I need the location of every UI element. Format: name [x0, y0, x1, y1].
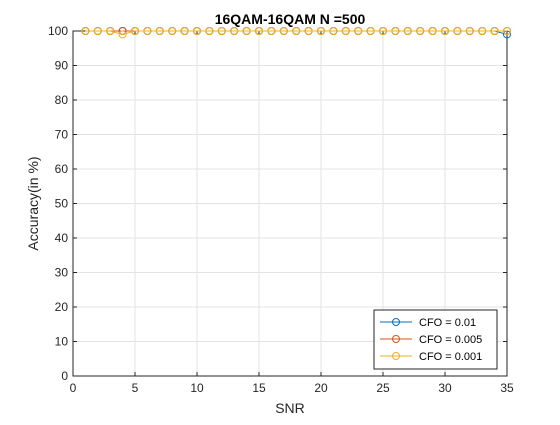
legend-marker	[392, 318, 400, 326]
data-point	[180, 27, 189, 35]
legend-marker	[392, 352, 400, 360]
x-tick-label: 35	[500, 381, 514, 395]
data-point	[428, 27, 437, 35]
x-tick-label: 15	[252, 381, 266, 395]
series-line	[85, 30, 507, 35]
data-point	[453, 27, 462, 35]
legend-item: CFO = 0.01	[380, 317, 476, 329]
legend-label: CFO = 0.005	[419, 334, 482, 346]
data-point	[230, 27, 239, 35]
y-tick-label: 90	[55, 59, 69, 73]
data-point	[168, 27, 177, 35]
data-point	[193, 27, 201, 35]
legend-label: CFO = 0.01	[419, 317, 476, 329]
chart-title: 16QAM-16QAM N =500	[215, 11, 366, 27]
y-tick-label: 70	[55, 128, 69, 142]
data-point	[81, 27, 90, 35]
data-point	[304, 27, 313, 35]
data-point	[503, 27, 511, 35]
legend-marker	[392, 335, 400, 343]
x-axis-label: SNR	[275, 400, 305, 416]
data-point	[341, 27, 350, 35]
data-point	[292, 27, 301, 35]
data-point	[93, 27, 102, 35]
y-tick-label: 100	[48, 24, 68, 38]
data-point	[441, 27, 449, 35]
legend-item: CFO = 0.005	[380, 334, 482, 346]
data-point	[118, 30, 127, 39]
data-point	[366, 27, 375, 35]
x-tick-label: 25	[376, 381, 390, 395]
y-tick-label: 80	[55, 93, 69, 107]
series-group	[81, 27, 511, 39]
y-axis-label: Accuracy(in %)	[25, 156, 41, 250]
y-tick-label: 40	[55, 231, 69, 245]
x-tick-label: 20	[314, 381, 328, 395]
data-point	[465, 27, 474, 35]
data-point	[379, 27, 387, 35]
data-point	[329, 27, 338, 35]
data-point	[217, 27, 226, 35]
data-point	[106, 27, 115, 35]
data-point	[317, 27, 325, 35]
data-point	[416, 27, 425, 35]
legend: CFO = 0.01 CFO = 0.005 CFO = 0.001	[373, 309, 498, 370]
data-point	[242, 27, 251, 35]
y-tick-label: 0	[61, 369, 68, 383]
data-point	[354, 27, 363, 35]
y-tick-label: 10	[55, 335, 69, 349]
series-3	[81, 27, 511, 39]
data-point	[255, 27, 263, 35]
y-tick-label: 60	[55, 162, 69, 176]
y-tick-label: 30	[55, 266, 69, 280]
data-point	[490, 27, 499, 35]
data-point	[279, 27, 288, 35]
x-tick-label: 0	[70, 381, 77, 395]
data-point	[131, 27, 139, 35]
data-point	[403, 27, 412, 35]
legend-label: CFO = 0.001	[419, 351, 482, 363]
data-point	[143, 27, 152, 35]
legend-item: CFO = 0.001	[380, 351, 482, 363]
data-point	[267, 27, 276, 35]
data-point	[205, 27, 214, 35]
y-tick-label: 50	[55, 197, 69, 211]
data-point	[478, 27, 487, 35]
x-tick-label: 30	[438, 381, 452, 395]
data-point	[155, 27, 164, 35]
x-tick-label: 5	[132, 381, 139, 395]
data-point	[391, 27, 400, 35]
y-tick-label: 20	[55, 300, 69, 314]
x-tick-label: 10	[190, 381, 204, 395]
